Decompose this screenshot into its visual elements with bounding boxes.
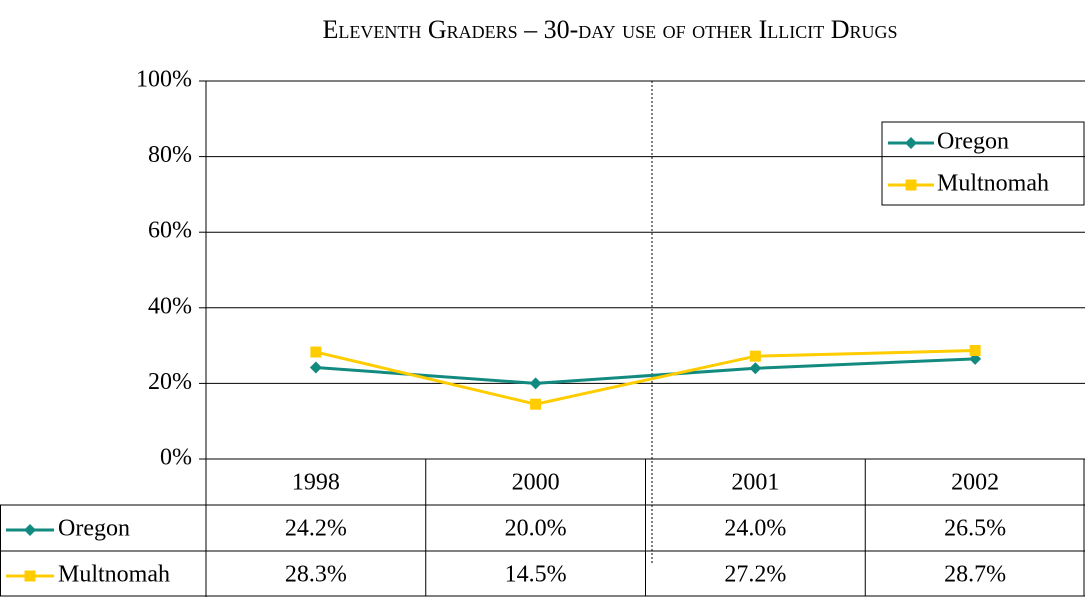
y-tick-label: 0% xyxy=(160,445,192,471)
table-row-label: Oregon xyxy=(58,516,130,542)
table-value: 27.2% xyxy=(724,562,786,588)
data-point xyxy=(309,361,322,374)
table-value: 24.0% xyxy=(724,516,786,542)
legend-marker xyxy=(905,137,917,149)
table-value: 24.2% xyxy=(285,516,347,542)
table-value: 14.5% xyxy=(505,562,567,588)
table-key-marker xyxy=(24,524,36,536)
series-line xyxy=(315,357,976,385)
data-point xyxy=(749,362,762,375)
chart-title: Eleventh Graders – 30-day use of other I… xyxy=(322,15,897,44)
y-tick-label: 20% xyxy=(148,369,192,395)
data-point xyxy=(529,377,542,390)
x-tick-label: 2000 xyxy=(512,470,560,496)
legend-label: Oregon xyxy=(937,129,1009,155)
data-point xyxy=(749,350,761,362)
x-tick-label: 1998 xyxy=(292,470,340,496)
y-tick-label: 100% xyxy=(136,67,192,93)
y-tick-label: 60% xyxy=(148,218,192,244)
table-row-label: Multnomah xyxy=(58,562,170,588)
x-tick-label: 2001 xyxy=(731,470,779,496)
legend-marker xyxy=(905,179,917,191)
data-point xyxy=(310,346,322,358)
table-value: 28.7% xyxy=(944,562,1006,588)
legend-box xyxy=(881,121,1085,206)
x-tick-label: 2002 xyxy=(951,470,999,496)
data-point xyxy=(530,398,542,410)
y-tick-label: 80% xyxy=(148,142,192,168)
legend-label: Multnomah xyxy=(937,171,1049,197)
table-value: 20.0% xyxy=(505,516,567,542)
data-point xyxy=(969,345,981,357)
table-key-marker xyxy=(24,570,36,582)
table-value: 26.5% xyxy=(944,516,1006,542)
y-tick-label: 40% xyxy=(148,293,192,319)
series-line xyxy=(315,349,976,406)
table-value: 28.3% xyxy=(285,562,347,588)
